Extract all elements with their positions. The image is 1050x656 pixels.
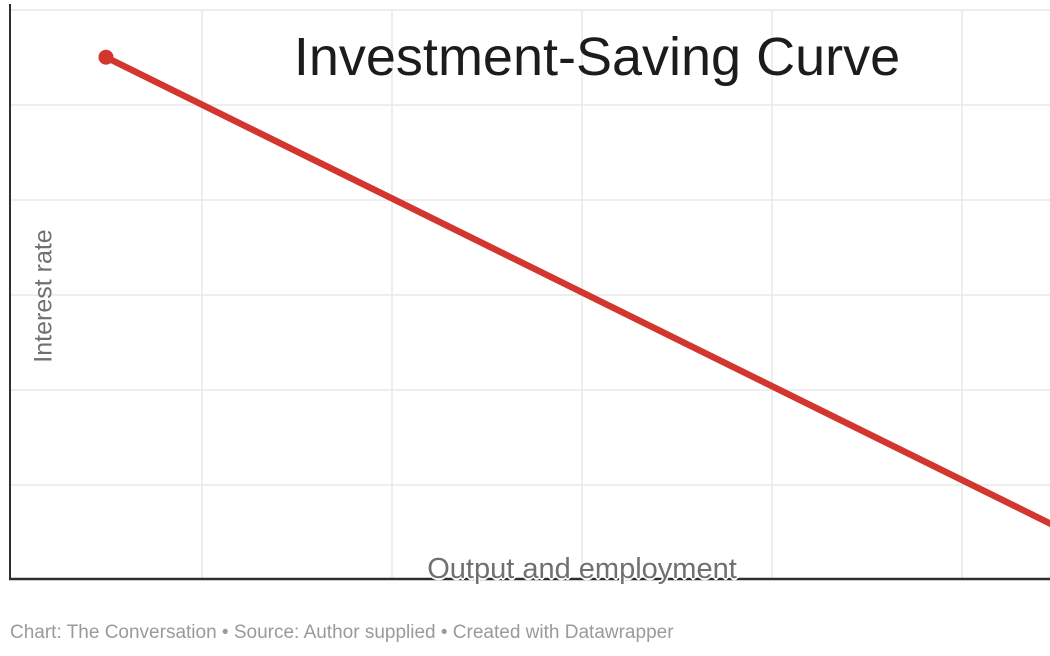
chart-canvas [9,4,1050,581]
chart-footer-credit: Chart: The Conversation • Source: Author… [10,622,674,643]
axes [9,4,1050,581]
gridlines [10,9,1050,579]
is-curve-line [102,53,1050,528]
is-curve-start-dot [98,49,114,65]
y-axis-label: Interest rate [29,229,58,363]
chart-title: Investment-Saving Curve [293,27,901,87]
x-axis-label: Output and employment [427,553,737,585]
